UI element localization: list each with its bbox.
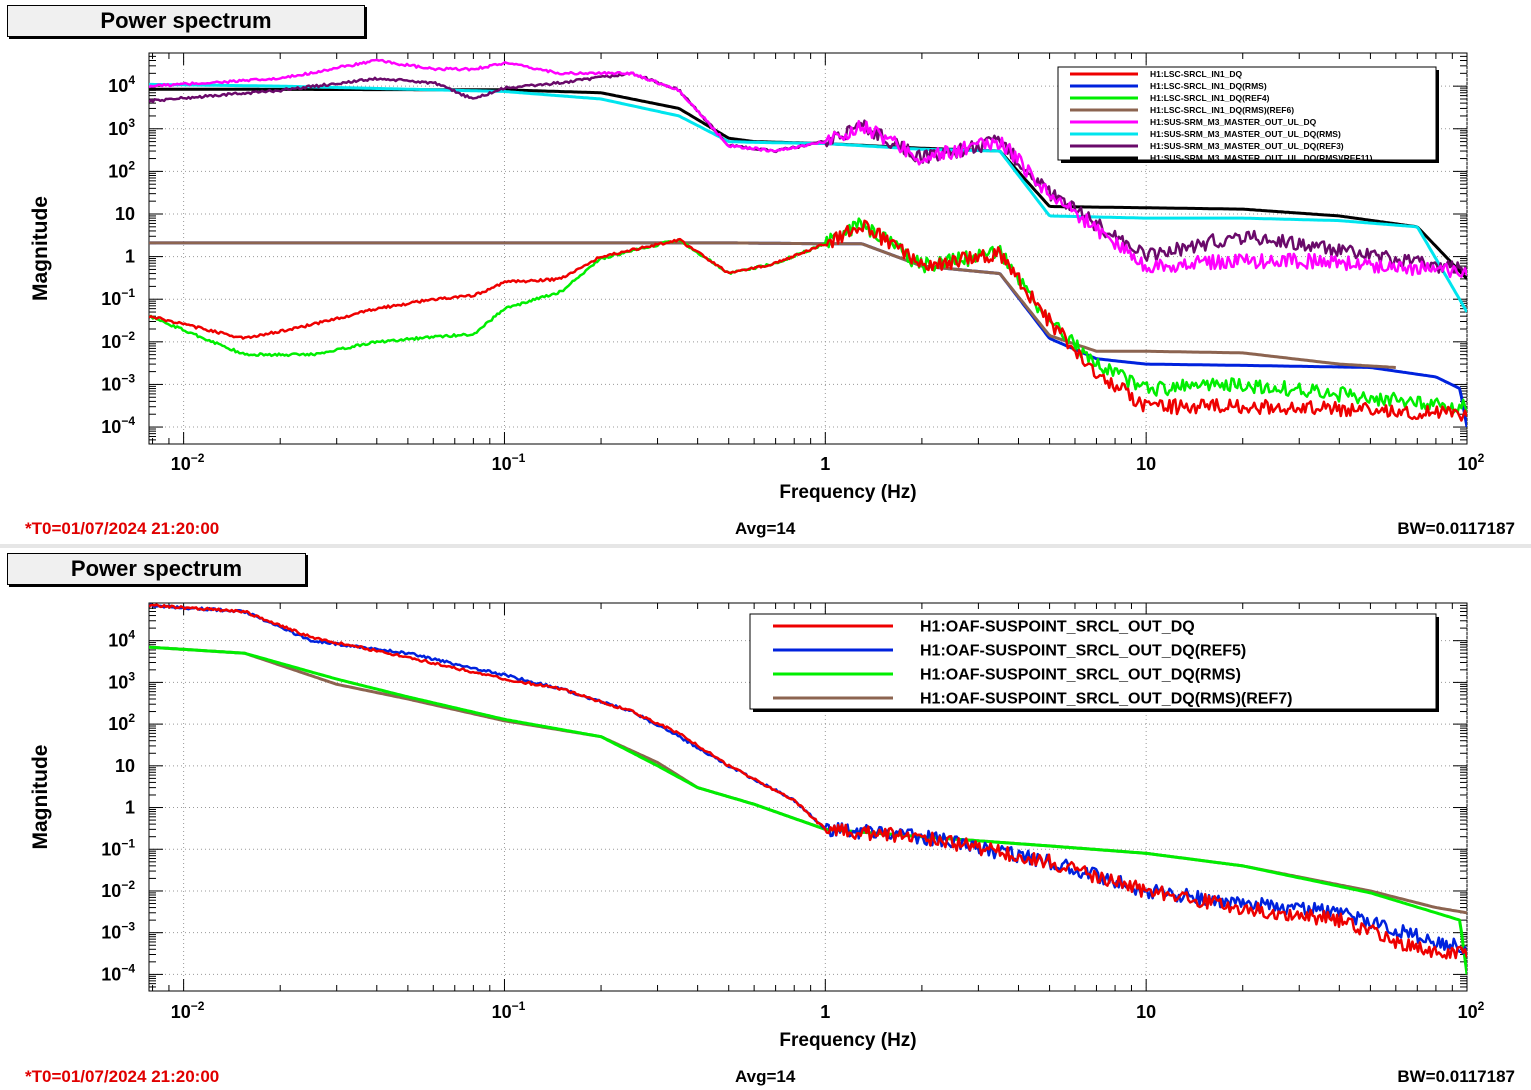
legend-entry: H1:LSC-SRCL_IN1_DQ(RMS)(REF6) — [1150, 105, 1294, 115]
x-axis-label: Frequency (Hz) — [779, 1030, 916, 1051]
y-tick-label: 10−2 — [101, 329, 135, 352]
x-axis-label: Frequency (Hz) — [779, 482, 916, 503]
y-tick-label: 10 — [115, 756, 135, 776]
x-tick-label: 10−1 — [492, 999, 526, 1022]
axis-ticks — [149, 602, 1468, 992]
x-tick-label: 1 — [820, 1002, 830, 1022]
y-tick-label: 10−1 — [101, 836, 135, 859]
panel-title: Power spectrum — [7, 553, 306, 585]
y-tick-label: 10−3 — [101, 920, 135, 943]
x-tick-label: 10−2 — [171, 999, 205, 1022]
x-tick-label: 10−1 — [492, 451, 526, 474]
x-tick-label: 10 — [1136, 1002, 1156, 1022]
legend-entry: H1:SUS-SRM_M3_MASTER_OUT_UL_DQ(RMS)(REF1… — [1150, 153, 1373, 163]
x-tick-label: 102 — [1458, 451, 1485, 474]
axis-ticks — [149, 52, 1468, 445]
y-axis-label: Magnitude — [29, 196, 52, 301]
panel-separator — [0, 544, 1531, 548]
spectrum-chart-top: 10−2 10−1 1 10 10210410310210110−110−210−310… — [29, 52, 1485, 503]
y-tick-label: 103 — [108, 669, 135, 692]
spectrum-chart-bottom: 10−2 10−1 1 10 10210410310210110−110−210−310… — [29, 602, 1485, 1051]
legend-entry: H1:OAF-SUSPOINT_SRCL_OUT_DQ — [920, 619, 1195, 636]
y-tick-label: 1 — [125, 798, 135, 818]
y-tick-label: 10−4 — [101, 961, 135, 984]
legend-entry: H1:OAF-SUSPOINT_SRCL_OUT_DQ(RMS)(REF7) — [920, 691, 1292, 708]
t0-label: *T0=01/07/2024 21:20:00 — [25, 1067, 220, 1086]
y-tick-label: 102 — [108, 158, 135, 181]
y-tick-label: 103 — [108, 116, 135, 139]
panel-title: Power spectrum — [7, 5, 365, 37]
legend-entry: H1:SUS-SRM_M3_MASTER_OUT_UL_DQ — [1150, 117, 1317, 127]
y-axis-label: Magnitude — [29, 745, 52, 850]
legend-entry: H1:SUS-SRM_M3_MASTER_OUT_UL_DQ(REF3) — [1150, 141, 1344, 151]
y-tick-label: 1 — [125, 247, 135, 267]
series-line-3 — [149, 58, 1467, 279]
series-line-3 — [149, 603, 1467, 960]
y-tick-label: 102 — [108, 711, 135, 734]
bw-label: BW=0.0117187 — [1397, 519, 1515, 538]
legend-entry: H1:LSC-SRCL_IN1_DQ — [1150, 69, 1242, 79]
y-tick-label: 10−3 — [101, 371, 135, 394]
bw-label: BW=0.0117187 — [1397, 1067, 1515, 1086]
y-tick-label: 104 — [108, 73, 135, 96]
legend-entry: H1:OAF-SUSPOINT_SRCL_OUT_DQ(RMS) — [920, 667, 1241, 684]
legend-entry: H1:SUS-SRM_M3_MASTER_OUT_UL_DQ(RMS) — [1150, 129, 1341, 139]
avg-label: Avg=14 — [735, 1067, 796, 1086]
x-tick-label: 10 — [1136, 454, 1156, 474]
y-tick-label: 10 — [115, 204, 135, 224]
y-tick-label: 104 — [108, 628, 135, 651]
series-group — [149, 58, 1467, 428]
x-tick-label: 1 — [820, 454, 830, 474]
series-line-1 — [149, 645, 1467, 975]
series-group — [149, 603, 1467, 975]
y-tick-label: 10−1 — [101, 286, 135, 309]
y-tick-label: 10−2 — [101, 878, 135, 901]
t0-label: *T0=01/07/2024 21:20:00 — [25, 519, 220, 538]
legend-box — [749, 613, 1437, 710]
legend-entry: H1:OAF-SUSPOINT_SRCL_OUT_DQ(REF5) — [920, 643, 1246, 660]
legend-entry: H1:LSC-SRCL_IN1_DQ(REF4) — [1150, 93, 1270, 103]
series-line-5 — [149, 241, 1396, 369]
avg-label: Avg=14 — [735, 519, 796, 538]
y-tick-label: 10−4 — [101, 414, 135, 437]
series-line-7 — [149, 219, 1467, 422]
x-tick-label: 10−2 — [171, 451, 205, 474]
spectrum-panel-bottom: 10−2 10−1 1 10 102 104 103 102 10 1 10−1 10−2 10−3 10… — [0, 548, 1531, 1090]
spectrum-panel-top: 10−2 10−1 1 10 102 104 103 102 10 1 10−1 10−2 10−3 10… — [7, 5, 1515, 538]
legend-entry: H1:LSC-SRCL_IN1_DQ(RMS) — [1150, 81, 1267, 91]
x-tick-label: 102 — [1458, 999, 1485, 1022]
